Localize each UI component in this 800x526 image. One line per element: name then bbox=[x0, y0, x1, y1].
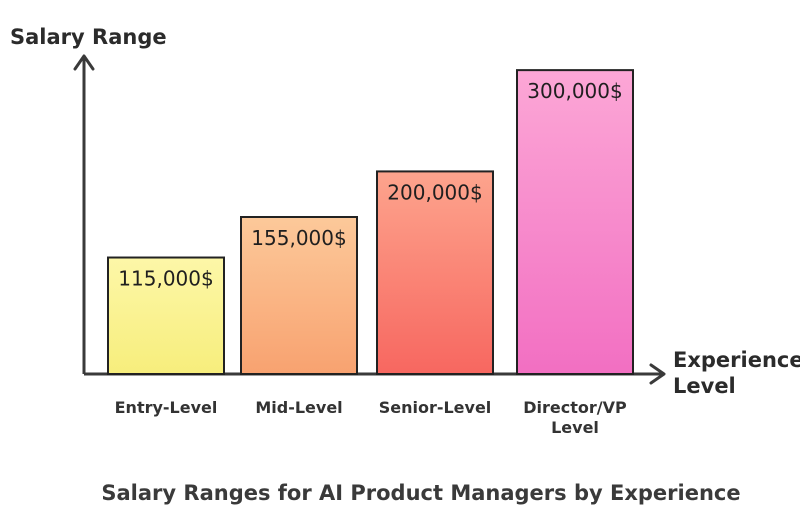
category-label-3-line-0: Director/VP bbox=[523, 398, 627, 417]
category-label-2-line-0: Senior-Level bbox=[379, 398, 492, 417]
chart-title: Salary Ranges for AI Product Managers by… bbox=[101, 481, 740, 505]
bar-value-label-1: 155,000$ bbox=[251, 226, 346, 250]
x-axis-title-line-2: Level bbox=[673, 374, 736, 398]
y-axis-title: Salary Range bbox=[10, 25, 167, 49]
category-label-3: Director/VP Level bbox=[523, 398, 627, 437]
category-label-1: Mid-Level bbox=[255, 398, 342, 417]
bar-1 bbox=[240, 216, 358, 375]
y-axis-arrowhead bbox=[73, 54, 95, 71]
category-label-0: Entry-Level bbox=[115, 398, 218, 417]
category-label-1-line-0: Mid-Level bbox=[255, 398, 342, 417]
category-label-3-line-1: Level bbox=[551, 418, 599, 437]
bar-value-labels: 115,000$ 155,000$ 200,000$ 300,000$ bbox=[118, 79, 622, 290]
bar-value-label-0: 115,000$ bbox=[118, 267, 213, 291]
x-axis-arrowhead bbox=[649, 363, 666, 385]
bar-0 bbox=[107, 256, 225, 376]
bar-series bbox=[107, 69, 634, 376]
category-label-2: Senior-Level bbox=[379, 398, 492, 417]
bar-value-label-3: 300,000$ bbox=[527, 79, 622, 103]
x-axis-title-line-1: Experience bbox=[673, 348, 800, 372]
bar-value-label-2: 200,000$ bbox=[387, 180, 482, 204]
bar-2 bbox=[376, 170, 494, 375]
category-label-0-line-0: Entry-Level bbox=[115, 398, 218, 417]
category-labels: Entry-Level Mid-Level Senior-Level Director… bbox=[115, 398, 627, 437]
x-axis-title: Experience Level bbox=[673, 348, 800, 398]
bar-3 bbox=[516, 69, 634, 376]
